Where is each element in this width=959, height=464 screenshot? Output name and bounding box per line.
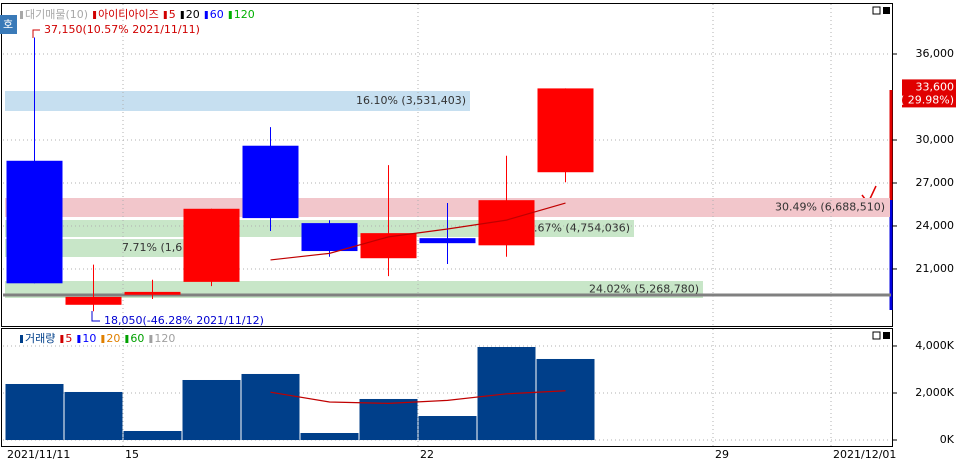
volume-pane <box>1 328 893 447</box>
volume-bar <box>64 391 123 441</box>
legend-swatch <box>20 11 23 19</box>
legend-label: 5 <box>169 8 176 21</box>
x-tick-label: 22 <box>420 448 434 461</box>
y-tick-label: 24,000 <box>916 219 955 232</box>
volume-bar <box>123 431 182 441</box>
legend-label: 5 <box>65 332 72 345</box>
legend-label: 60 <box>210 8 224 21</box>
volume-bar <box>536 358 595 441</box>
volume-bar <box>241 373 300 441</box>
legend-swatch <box>125 335 129 343</box>
pane-button[interactable] <box>883 7 890 14</box>
volume-bar <box>300 433 359 441</box>
legend-swatch <box>60 335 64 343</box>
band-label: .67% (4,754,036) <box>534 222 630 235</box>
candle-body <box>537 88 594 173</box>
y-tick-label: 0K <box>940 433 955 446</box>
legend-swatch <box>77 335 81 343</box>
current-price-box <box>902 79 956 108</box>
candle-body <box>242 145 299 219</box>
legend-swatch <box>20 335 23 343</box>
volume-bar <box>359 398 418 441</box>
candle-body <box>183 208 240 282</box>
legend-label: 120 <box>154 332 175 345</box>
volume-bar <box>5 383 64 441</box>
x-tick-label: 29 <box>715 448 729 461</box>
y-tick-label: 21,000 <box>916 262 955 275</box>
legend-label: 20 <box>186 8 200 21</box>
pane-button[interactable] <box>872 331 881 340</box>
legend-swatch <box>93 11 97 19</box>
pane-button[interactable] <box>883 332 890 339</box>
side-tab[interactable] <box>0 15 17 34</box>
legend-swatch <box>180 11 184 19</box>
moving-average <box>270 202 566 261</box>
volume-bar <box>418 416 477 441</box>
legend-swatch <box>204 11 208 19</box>
legend-label: 거래량 <box>25 332 55 345</box>
note-arrow <box>32 29 40 38</box>
current-change: ( 29.98%) <box>900 93 954 106</box>
y-tick-label: 4,000K <box>915 339 954 352</box>
price-band <box>5 91 470 111</box>
candle-body <box>6 160 63 284</box>
band-label: 7.71% (1,6 <box>122 241 182 254</box>
candle-body <box>124 291 181 295</box>
x-tick-label: 2021/12/01 <box>833 448 896 461</box>
x-tick-label: 2021/11/11 <box>7 448 70 461</box>
legend-swatch <box>228 11 232 19</box>
low-note: 18,050(-46.28% 2021/11/12) <box>104 314 264 327</box>
candle-body <box>301 223 358 252</box>
volume-average <box>270 390 566 404</box>
y-tick-label: 30,000 <box>916 133 955 146</box>
legend-swatch <box>163 11 167 19</box>
candle-body <box>419 238 476 244</box>
current-price: 33,600 <box>916 80 955 93</box>
band-label: 16.10% (3,531,403) <box>356 94 466 107</box>
x-tick-label: 15 <box>125 448 139 461</box>
y-tick-label: 27,000 <box>916 176 955 189</box>
legend-label: 10 <box>82 332 96 345</box>
candle-body <box>65 296 122 305</box>
legend-label: 대기매물(10) <box>25 8 88 21</box>
volume-bar <box>182 379 241 441</box>
y-tick-label: 2,000K <box>915 386 954 399</box>
note-arrow <box>91 311 100 322</box>
side-tab-label: 호 <box>3 18 13 31</box>
band-label: 24.02% (5,268,780) <box>589 283 699 296</box>
legend-label: 아이티아이즈 <box>98 8 159 21</box>
legend-label: 20 <box>106 332 120 345</box>
legend-swatch <box>149 335 153 343</box>
band-label: 30.49% (6,688,510) <box>775 201 885 214</box>
pane-button[interactable] <box>872 6 881 15</box>
legend-label: 120 <box>234 8 255 21</box>
legend-label: 60 <box>130 332 144 345</box>
y-tick-label: 36,000 <box>916 47 955 60</box>
high-note: 37,150(10.57% 2021/11/11) <box>44 23 200 36</box>
legend-swatch <box>101 335 105 343</box>
